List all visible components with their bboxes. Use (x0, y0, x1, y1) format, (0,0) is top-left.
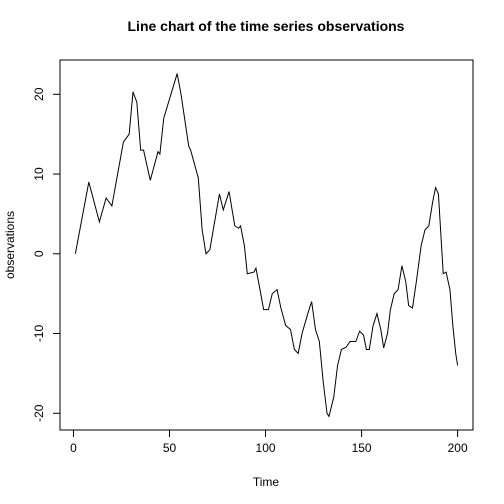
y-tick-label: -20 (32, 404, 46, 422)
y-tick-label: 20 (32, 87, 46, 101)
x-axis-label: Time (253, 475, 280, 489)
y-tick-label: -10 (32, 325, 46, 343)
y-axis-label: observations (3, 211, 17, 279)
x-tick-label: 0 (70, 441, 77, 455)
line-series (74, 73, 459, 418)
y-tick-label: 0 (32, 250, 46, 257)
x-tick-label: 50 (163, 441, 177, 455)
x-tick-label: 150 (352, 441, 372, 455)
y-tick-label: 10 (32, 167, 46, 181)
x-tick-label: 200 (448, 441, 468, 455)
plot-box (59, 59, 474, 431)
x-tick-label: 100 (256, 441, 276, 455)
chart-title: Line chart of the time series observatio… (128, 18, 405, 34)
